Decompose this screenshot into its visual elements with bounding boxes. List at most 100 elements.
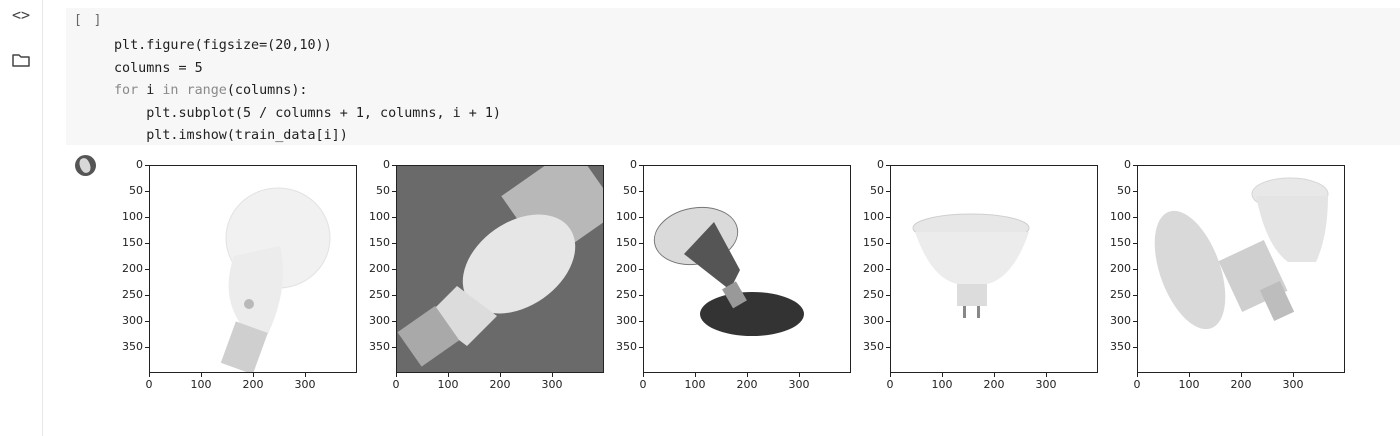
y-tick-mark — [639, 321, 643, 322]
y-tick-mark — [145, 165, 149, 166]
y-tick-label: 150 — [863, 236, 884, 249]
bulb-image-1-picture — [150, 166, 356, 372]
y-tick-label: 350 — [863, 340, 884, 353]
bulb-image-5 — [1137, 165, 1345, 373]
code-snippets-icon: <> — [11, 6, 31, 24]
y-tick-mark — [639, 191, 643, 192]
y-tick-mark — [886, 269, 890, 270]
y-tick-label: 50 — [623, 184, 637, 197]
y-tick-mark — [886, 347, 890, 348]
x-tick-label: 300 — [788, 378, 810, 391]
y-tick-label: 250 — [863, 288, 884, 301]
y-tick-mark — [1133, 295, 1137, 296]
y-tick-label: 250 — [122, 288, 143, 301]
y-tick-label: 0 — [877, 158, 884, 171]
y-tick-mark — [886, 295, 890, 296]
y-tick-mark — [145, 295, 149, 296]
y-tick-label: 0 — [630, 158, 637, 171]
x-tick-mark — [448, 373, 449, 377]
y-tick-mark — [1133, 165, 1137, 166]
y-tick-label: 150 — [1110, 236, 1131, 249]
y-tick-label: 200 — [616, 262, 637, 275]
x-tick-label: 0 — [392, 378, 400, 391]
y-tick-mark — [145, 321, 149, 322]
folder-icon — [12, 52, 30, 71]
x-tick-label: 100 — [437, 378, 459, 391]
bulb-image-2 — [396, 165, 604, 373]
files-button[interactable] — [6, 46, 36, 76]
x-tick-label: 100 — [190, 378, 212, 391]
x-tick-label: 200 — [983, 378, 1005, 391]
y-tick-label: 50 — [376, 184, 390, 197]
y-tick-mark — [392, 165, 396, 166]
x-tick-mark — [799, 373, 800, 377]
code-line: plt.figure(figsize=(20,10)) — [114, 38, 332, 53]
x-tick-mark — [747, 373, 748, 377]
y-tick-mark — [639, 217, 643, 218]
y-tick-mark — [145, 191, 149, 192]
x-tick-label: 0 — [1133, 378, 1141, 391]
y-tick-label: 300 — [1110, 314, 1131, 327]
y-tick-mark — [886, 243, 890, 244]
run-cell-button[interactable]: [ ] — [74, 13, 104, 28]
y-tick-label: 250 — [1110, 288, 1131, 301]
x-tick-label: 100 — [1178, 378, 1200, 391]
x-tick-label: 300 — [1035, 378, 1057, 391]
bulb-image-5-picture — [1138, 166, 1344, 372]
x-tick-label: 300 — [1282, 378, 1304, 391]
x-tick-mark — [500, 373, 501, 377]
y-tick-label: 150 — [616, 236, 637, 249]
y-tick-label: 200 — [863, 262, 884, 275]
y-tick-label: 200 — [369, 262, 390, 275]
y-tick-label: 100 — [369, 210, 390, 223]
y-tick-label: 0 — [1124, 158, 1131, 171]
x-tick-mark — [1293, 373, 1294, 377]
x-tick-mark — [552, 373, 553, 377]
y-tick-label: 100 — [863, 210, 884, 223]
x-tick-label: 200 — [736, 378, 758, 391]
x-tick-label: 0 — [145, 378, 153, 391]
x-tick-mark — [253, 373, 254, 377]
y-tick-mark — [639, 269, 643, 270]
y-tick-label: 350 — [369, 340, 390, 353]
y-tick-mark — [392, 321, 396, 322]
y-tick-mark — [392, 243, 396, 244]
y-tick-mark — [145, 243, 149, 244]
x-tick-label: 200 — [242, 378, 264, 391]
y-tick-label: 150 — [122, 236, 143, 249]
y-tick-mark — [392, 217, 396, 218]
y-tick-mark — [886, 165, 890, 166]
y-tick-label: 200 — [1110, 262, 1131, 275]
bulb-image-1 — [149, 165, 357, 373]
output-avatar — [75, 155, 96, 176]
y-tick-label: 100 — [616, 210, 637, 223]
code-editor[interactable]: plt.figure(figsize=(20,10)) columns = 5 … — [114, 35, 501, 148]
x-tick-label: 100 — [684, 378, 706, 391]
x-tick-mark — [994, 373, 995, 377]
x-tick-mark — [942, 373, 943, 377]
bulb-image-3-picture — [644, 166, 850, 372]
y-tick-label: 50 — [129, 184, 143, 197]
y-tick-label: 300 — [863, 314, 884, 327]
code-line: plt.imshow(train_data[i]) — [114, 128, 348, 143]
x-tick-mark — [396, 373, 397, 377]
left-rail: <> — [0, 0, 43, 436]
y-tick-mark — [639, 347, 643, 348]
code-snippets-button[interactable]: <> — [6, 0, 36, 30]
y-tick-mark — [639, 243, 643, 244]
y-tick-mark — [1133, 243, 1137, 244]
x-tick-mark — [695, 373, 696, 377]
y-tick-label: 100 — [1110, 210, 1131, 223]
y-tick-mark — [1133, 347, 1137, 348]
y-tick-label: 300 — [369, 314, 390, 327]
x-tick-label: 300 — [541, 378, 563, 391]
y-tick-mark — [1133, 191, 1137, 192]
x-tick-mark — [1046, 373, 1047, 377]
x-tick-label: 100 — [931, 378, 953, 391]
bulb-image-4 — [890, 165, 1098, 373]
y-tick-mark — [886, 191, 890, 192]
y-tick-mark — [392, 191, 396, 192]
y-tick-label: 150 — [369, 236, 390, 249]
y-tick-mark — [392, 347, 396, 348]
code-cell[interactable] — [66, 8, 1400, 145]
